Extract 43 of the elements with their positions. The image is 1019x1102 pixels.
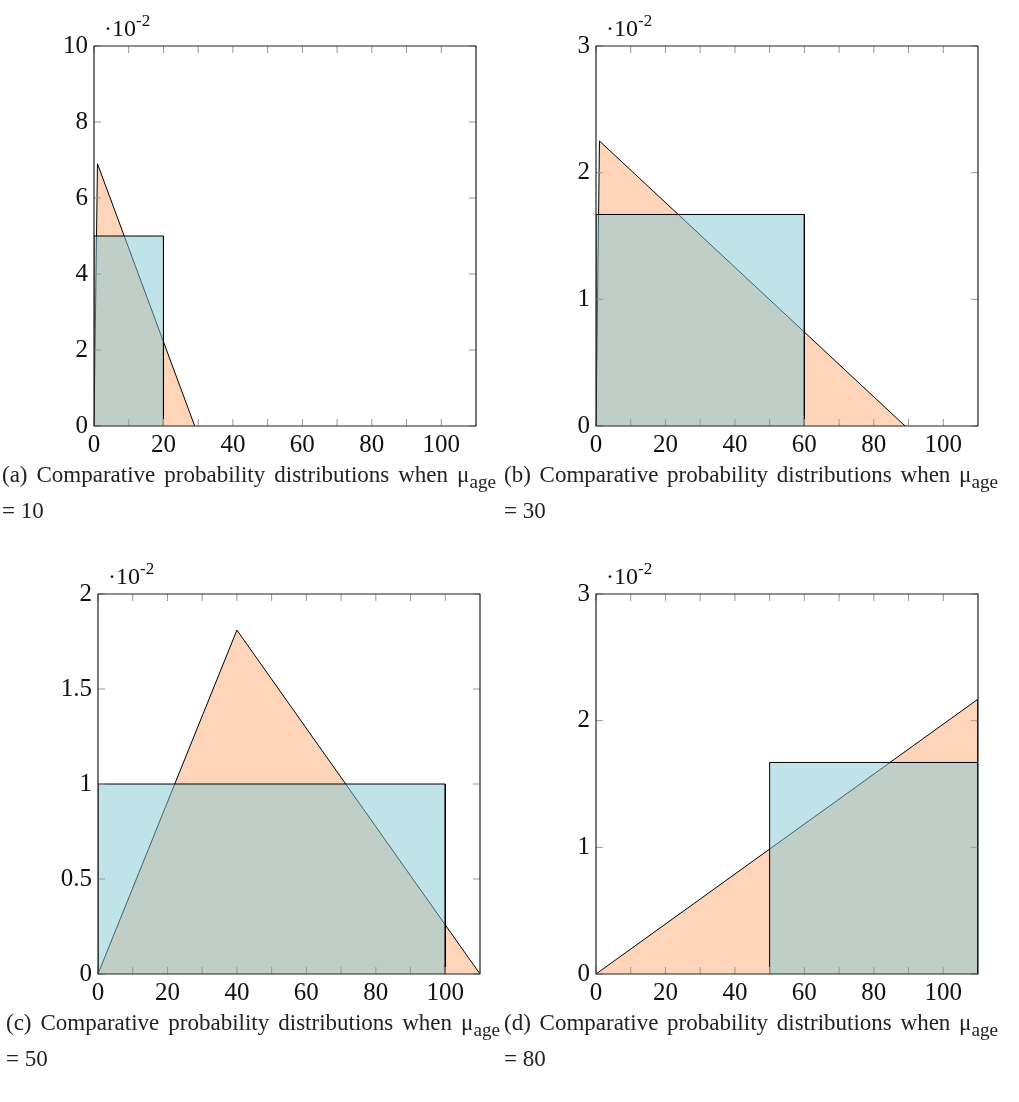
x-tick-label: 100 <box>924 429 963 457</box>
x-tick-label: 40 <box>224 977 250 1005</box>
chart-title: (b) Comparative probability distributions when μ$_{age}$ = 30 <box>504 462 998 523</box>
x-tick-label: 60 <box>293 977 319 1005</box>
y-tick-label: 8 <box>75 106 88 134</box>
y-tick-label: 3 <box>577 578 590 606</box>
chart-title: (d) Comparative probability distributions when μ$_{age}$ = 80 <box>504 1010 998 1071</box>
x-tick-label: 80 <box>359 429 385 457</box>
x-tick-label: 80 <box>861 429 887 457</box>
y-tick-label: 10 <box>63 30 88 58</box>
x-tick-label: 60 <box>289 429 315 457</box>
y-tick-label: 3 <box>577 30 590 58</box>
x-tick-label: 20 <box>154 977 180 1005</box>
x-tick-label: 20 <box>652 429 678 457</box>
x-tick-label: 20 <box>150 429 176 457</box>
x-tick-label: 80 <box>861 977 887 1005</box>
y-tick-label: 4 <box>75 258 89 286</box>
x-tick-label: 100 <box>422 429 461 457</box>
x-tick-label: 20 <box>652 977 678 1005</box>
y-tick-label: 1 <box>79 768 92 796</box>
chart-title: (c) Comparative probability distributions when μ$_{age}$ = 50 <box>6 1010 500 1071</box>
y-tick-label: 2 <box>577 705 590 733</box>
y-tick-label: 0 <box>577 958 590 986</box>
y-tick-label: 6 <box>75 182 88 210</box>
y-tick-label: 1 <box>577 831 590 859</box>
y-tick-label: 1.5 <box>60 673 92 701</box>
chart-title: (a) Comparative probability distributions when μ$_{age}$ = 10 <box>2 462 496 523</box>
x-tick-label: 60 <box>791 977 817 1005</box>
x-tick-label: 100 <box>426 977 465 1005</box>
y-tick-label: 0 <box>75 410 88 438</box>
x-tick-label: 100 <box>924 977 963 1005</box>
x-tick-label: 60 <box>791 429 817 457</box>
x-tick-label: 40 <box>220 429 246 457</box>
x-tick-label: 40 <box>722 429 748 457</box>
y-tick-label: 2 <box>577 157 590 185</box>
x-tick-label: 80 <box>363 977 389 1005</box>
y-tick-label: 2 <box>79 578 92 606</box>
y-tick-label: 1 <box>577 283 590 311</box>
y-tick-label: 0.5 <box>60 863 92 891</box>
y-tick-label: 0 <box>577 410 590 438</box>
y-tick-label: 0 <box>79 958 92 986</box>
x-tick-label: 40 <box>722 977 748 1005</box>
y-tick-label: 2 <box>75 334 88 362</box>
